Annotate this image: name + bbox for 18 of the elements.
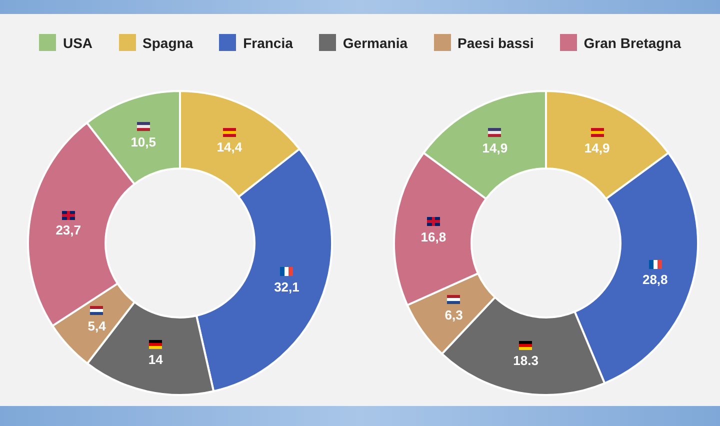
data-label: 28,8 xyxy=(642,272,668,287)
legend-label: Germania xyxy=(342,34,408,50)
data-label: 16,8 xyxy=(420,230,446,245)
data-label: 14,9 xyxy=(482,140,508,156)
legend-label: Francia xyxy=(243,34,293,50)
data-label: 14,9 xyxy=(584,140,610,156)
data-label: 5,4 xyxy=(88,318,107,334)
data-label: 10,5 xyxy=(130,134,156,150)
legend-label: Paesi bassi xyxy=(458,34,534,50)
data-label: 14 xyxy=(148,352,164,368)
legend-label: USA xyxy=(62,34,93,50)
legend-label: Gran Bretagna xyxy=(584,34,682,50)
data-label: 14,4 xyxy=(216,140,243,155)
data-label: 18.3 xyxy=(513,353,538,368)
legend-label: Spagna xyxy=(142,34,194,50)
data-label: 23,7 xyxy=(56,222,82,238)
data-label: 6,3 xyxy=(444,307,463,322)
data-label: 32,1 xyxy=(274,279,300,294)
